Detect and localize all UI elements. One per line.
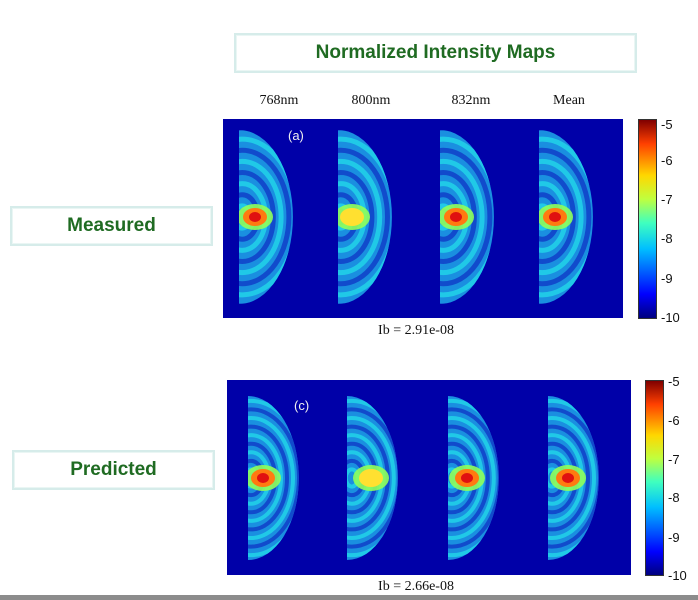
- column-label-800: 800nm: [351, 93, 391, 108]
- measured-intensity-panel: (a): [223, 119, 623, 318]
- predicted-colorbar-tick: -7: [668, 452, 680, 467]
- predicted-colorbar-tick: -10: [668, 568, 687, 583]
- intensity-map: [448, 396, 499, 560]
- intensity-map: [338, 130, 392, 304]
- predicted-colorbar-tick: -5: [668, 374, 680, 389]
- page-title: Normalized Intensity Maps: [234, 33, 637, 73]
- panel-letter-c: (c): [294, 398, 310, 413]
- intensity-map: [539, 130, 593, 304]
- predicted-intensity-panel: (c): [227, 380, 631, 575]
- measured-colorbar: [638, 119, 657, 319]
- predicted-ib-value: Ib = 2.66e-08: [378, 579, 454, 594]
- predicted-colorbar: [645, 380, 664, 576]
- measured-ib-value: Ib = 2.91e-08: [378, 323, 454, 338]
- intensity-map: [440, 130, 494, 304]
- predicted-colorbar-tick: -6: [668, 413, 680, 428]
- measured-colorbar-tick: -6: [661, 153, 673, 168]
- row-label-measured: Measured: [10, 206, 213, 246]
- column-label-832: 832nm: [451, 93, 491, 108]
- row-label-predicted: Predicted: [12, 450, 215, 490]
- intensity-map: [248, 396, 299, 560]
- column-label-mean: Mean: [553, 93, 585, 108]
- predicted-colorbar-tick: -8: [668, 490, 680, 505]
- bottom-rule: [0, 595, 698, 600]
- measured-colorbar-tick: -8: [661, 231, 673, 246]
- measured-maps: [239, 130, 593, 304]
- predicted-colorbar-tick: -9: [668, 530, 680, 545]
- panel-letter-a: (a): [288, 128, 304, 143]
- column-label-768: 768nm: [259, 93, 299, 108]
- measured-colorbar-tick: -10: [661, 310, 680, 325]
- measured-colorbar-tick: -7: [661, 192, 673, 207]
- intensity-map: [239, 130, 293, 304]
- measured-colorbar-tick: -9: [661, 271, 673, 286]
- measured-colorbar-tick: -5: [661, 117, 673, 132]
- predicted-maps: [248, 396, 599, 560]
- intensity-map: [548, 396, 599, 560]
